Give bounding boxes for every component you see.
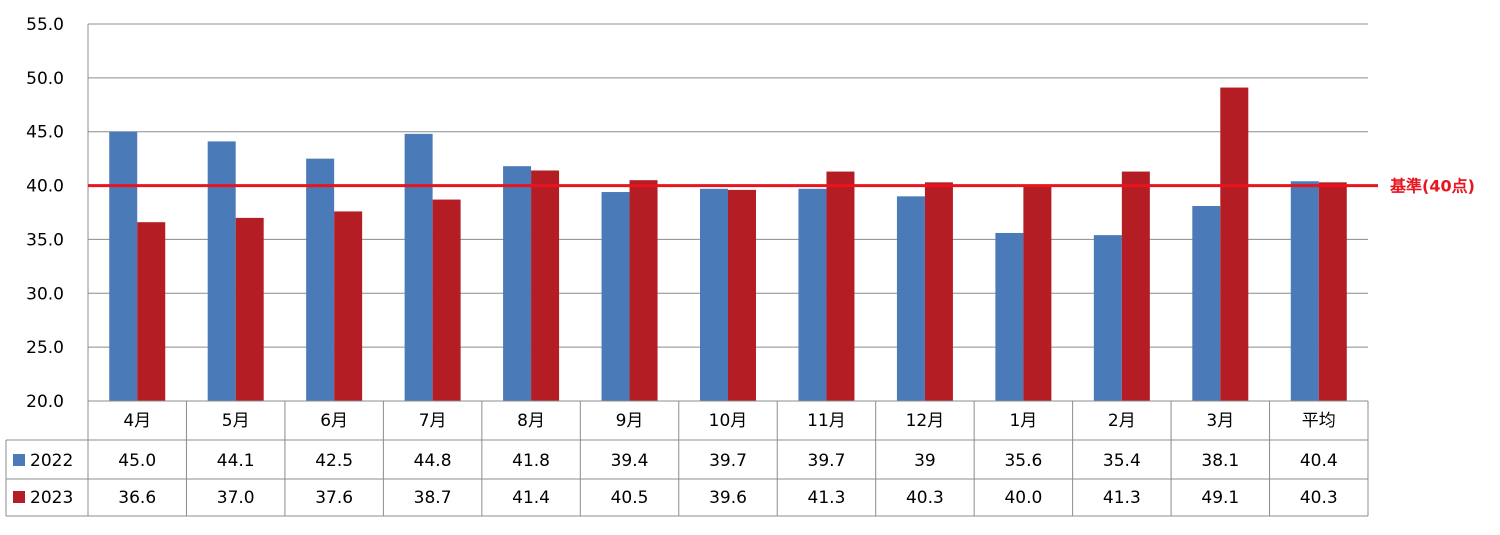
data-table: 4月 5月 6月 7月 8月 9月 10月 11月 12月 1月 2月 3月 平均 2022 45.0 44.… <box>5 400 1369 517</box>
data-label-2022: 39.4 <box>611 451 649 471</box>
data-label-2023: 41.3 <box>808 488 846 508</box>
legend-key-2023 <box>13 491 25 503</box>
data-label-2023: 37.6 <box>315 488 353 508</box>
data-label-2022: 44.1 <box>217 451 255 471</box>
bar-2023-3月 <box>1220 87 1249 402</box>
bar-2022-5月 <box>207 141 236 401</box>
bar-2022-7月 <box>404 133 433 401</box>
bar-2022-2月 <box>1093 235 1122 401</box>
y-tick-label: 35.0 <box>26 230 64 250</box>
data-label-2023: 38.7 <box>414 488 452 508</box>
y-tick-label: 20.0 <box>26 392 64 412</box>
legend-label-2023: 2023 <box>30 488 73 508</box>
bar-2023-5月 <box>235 217 264 401</box>
x-category-label: 8月 <box>517 411 545 431</box>
bar-2022-4月 <box>109 131 138 401</box>
bar-2023-7月 <box>432 199 461 401</box>
bar-2022-10月 <box>700 188 728 401</box>
x-category-label: 2月 <box>1108 411 1136 431</box>
bar-2023-1月 <box>1023 185 1052 401</box>
bar-2022-6月 <box>306 158 335 401</box>
data-label-2023: 41.4 <box>512 488 550 508</box>
x-category-label: 9月 <box>616 411 644 431</box>
data-label-2023: 39.6 <box>709 488 747 508</box>
reference-line-group: 基準(40点) <box>88 177 1475 196</box>
y-tick-label: 40.0 <box>26 177 64 197</box>
x-category-label: 11月 <box>807 411 846 431</box>
data-label-2023: 40.5 <box>611 488 649 508</box>
bar-2023-12月 <box>924 182 953 401</box>
y-tick-label: 45.0 <box>26 123 64 143</box>
legend-key-2022 <box>13 454 25 466</box>
y-tick-label: 50.0 <box>26 69 64 89</box>
data-label-2022: 35.4 <box>1103 451 1141 471</box>
y-axis-tick-labels: 20.0 25.0 30.0 35.0 40.0 45.0 50.0 55.0 <box>26 15 64 412</box>
data-label-2022: 44.8 <box>414 451 452 471</box>
bar-2023-8月 <box>531 170 560 401</box>
bar-2023-平均 <box>1318 182 1347 401</box>
data-label-2022: 39 <box>914 451 936 471</box>
legend-label-2022: 2022 <box>30 451 73 471</box>
data-label-2022: 39.7 <box>709 451 747 471</box>
data-label-2022: 40.4 <box>1300 451 1338 471</box>
bar-2022-1月 <box>995 232 1024 401</box>
bar-2023-9月 <box>629 180 658 401</box>
data-label-2023: 40.0 <box>1004 488 1042 508</box>
bar-2023-10月 <box>728 189 756 401</box>
x-category-label: 4月 <box>123 411 151 431</box>
bar-2022-3月 <box>1192 206 1221 401</box>
x-category-label: 5月 <box>222 411 250 431</box>
data-label-2022: 42.5 <box>315 451 353 471</box>
data-label-2023: 49.1 <box>1201 488 1239 508</box>
data-label-2022: 45.0 <box>118 451 156 471</box>
y-tick-label: 30.0 <box>26 284 64 304</box>
x-category-label: 1月 <box>1009 411 1037 431</box>
reference-line-label: 基準(40点) <box>1389 177 1475 196</box>
data-label-2023: 40.3 <box>906 488 944 508</box>
data-label-2023: 36.6 <box>118 488 156 508</box>
bar-2022-9月 <box>601 192 630 401</box>
data-label-2022: 38.1 <box>1201 451 1239 471</box>
y-tick-label: 55.0 <box>26 15 64 35</box>
bar-2022-12月 <box>896 196 925 401</box>
bar-2023-2月 <box>1121 171 1150 401</box>
data-label-2023: 41.3 <box>1103 488 1141 508</box>
x-category-label: 10月 <box>709 411 748 431</box>
data-label-2022: 35.6 <box>1004 451 1042 471</box>
data-label-2022: 41.8 <box>512 451 550 471</box>
bar-2022-11月 <box>798 188 827 401</box>
x-category-label: 6月 <box>320 411 348 431</box>
bar-2022-平均 <box>1290 181 1319 401</box>
data-label-2023: 37.0 <box>217 488 255 508</box>
bar-2023-6月 <box>334 211 363 401</box>
x-category-label: 平均 <box>1302 411 1336 431</box>
bars <box>109 87 1347 402</box>
data-label-2022: 39.7 <box>808 451 846 471</box>
x-category-label: 3月 <box>1206 411 1234 431</box>
x-category-label: 7月 <box>419 411 447 431</box>
bar-2023-4月 <box>137 222 166 401</box>
bar-2022-8月 <box>503 166 532 401</box>
x-category-label: 12月 <box>906 411 945 431</box>
bar-2023-11月 <box>826 171 855 401</box>
data-label-2023: 40.3 <box>1300 488 1338 508</box>
y-tick-label: 25.0 <box>26 338 64 358</box>
